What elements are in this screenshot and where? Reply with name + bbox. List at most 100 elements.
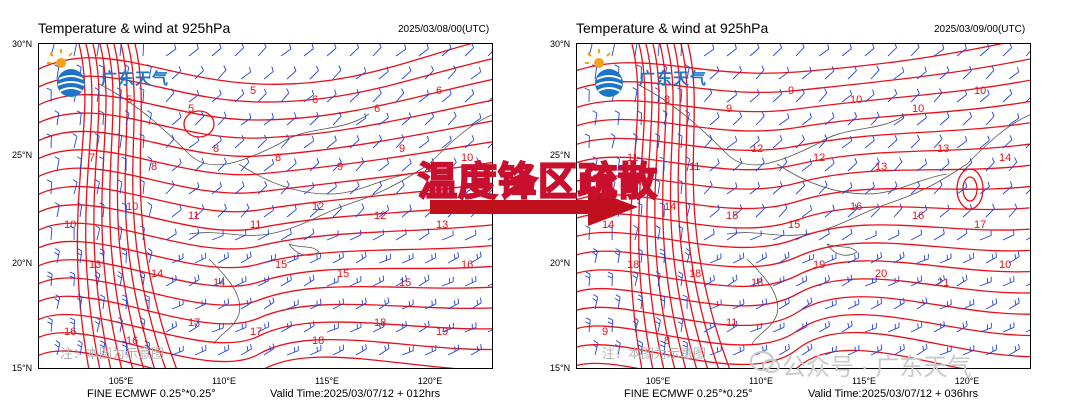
wind-barb [847, 204, 858, 218]
wind-barb [841, 274, 853, 287]
wind-barb [824, 158, 835, 172]
wind-barb [979, 322, 992, 333]
wind-barb [165, 134, 175, 149]
wind-barb [286, 345, 299, 356]
wind-barb [234, 44, 245, 57]
model-label: FINE ECMWF 0.25°*0.25° [87, 388, 216, 400]
wind-barb [47, 317, 53, 333]
wind-barb [887, 89, 898, 103]
lon-label-115: 115°E [852, 376, 876, 386]
wind-barb [847, 65, 857, 80]
wind-barb [257, 180, 268, 195]
wind-barb [47, 225, 53, 241]
wind-barb [211, 230, 224, 241]
wind-barb [841, 135, 853, 149]
wind-barb [1002, 229, 1015, 241]
wind-barb [637, 202, 643, 218]
wind-barb [709, 299, 722, 310]
wind-barb [585, 317, 591, 333]
wind-barb [326, 135, 337, 149]
wind-barb [211, 276, 224, 287]
wind-barb [979, 181, 990, 195]
wind-barb [654, 87, 660, 103]
wind-barb [355, 251, 367, 264]
contour-label: 10 [912, 103, 924, 115]
wind-barb [54, 110, 60, 126]
wind-barb [755, 65, 765, 80]
wind-barb [234, 89, 245, 103]
wind-barb [165, 274, 177, 287]
wind-barb [818, 134, 828, 149]
wind-barb [887, 44, 898, 57]
wind-barb [378, 297, 390, 310]
wind-barb [632, 271, 639, 287]
contour-label: 12 [813, 152, 825, 164]
contour-label: 14 [999, 152, 1011, 164]
wind-barb [939, 253, 952, 264]
wind-barb [332, 344, 345, 356]
wind-barb [395, 88, 405, 103]
wind-barb [956, 135, 968, 149]
wind-barb [217, 157, 227, 172]
wind-barb [309, 158, 320, 172]
wind-barb [76, 248, 83, 264]
wind-barb [916, 343, 928, 356]
wind-barb [424, 298, 437, 310]
wind-barb [303, 274, 315, 287]
isotherm [673, 44, 709, 368]
wind-barb [956, 182, 968, 195]
wind-barb [659, 294, 666, 310]
lat-label-25: 25°N [550, 150, 571, 160]
wind-barb [584, 87, 590, 103]
wind-barb [441, 322, 454, 333]
contour-label: 15 [337, 268, 349, 280]
wind-barb [585, 225, 591, 241]
wind-barb [372, 44, 382, 57]
wind-barb [778, 251, 790, 264]
wind-barb [144, 340, 150, 356]
isotherm [39, 350, 457, 368]
wind-barb [257, 229, 270, 241]
lon-label-120: 120°E [954, 376, 980, 386]
contour-label: 9 [399, 143, 405, 155]
wind-barb [841, 89, 853, 103]
contour-label: 13 [89, 259, 101, 271]
wind-barb [470, 66, 482, 80]
weather-map-left: 5555666788899101010111112121313141415151… [38, 43, 493, 369]
wind-barb [147, 110, 152, 126]
isotherm [629, 44, 643, 368]
wind-barb [632, 87, 638, 103]
wind-barb [655, 179, 661, 195]
wind-barb [194, 65, 204, 80]
lon-label-120: 120°E [417, 376, 443, 386]
wind-barb [985, 111, 995, 126]
wind-barb [749, 44, 760, 57]
wind-barb [447, 157, 457, 172]
wind-barb [217, 252, 229, 264]
wind-barb [349, 135, 360, 149]
wind-barb [703, 180, 713, 195]
wind-barb [1008, 66, 1020, 80]
wind-barb [211, 181, 222, 195]
wind-barb [910, 88, 920, 103]
wind-barb [795, 321, 808, 333]
wind-barb [864, 89, 875, 103]
wind-barb [864, 44, 875, 57]
wind-barb [985, 344, 998, 356]
wind-barb [418, 135, 430, 149]
wind-barb [171, 204, 182, 218]
coastline [826, 243, 858, 256]
wind-barb [95, 225, 101, 241]
wind-barb [962, 158, 973, 172]
wind-barb [234, 135, 245, 149]
contour-label: 9 [788, 85, 794, 97]
wind-barb [637, 340, 644, 356]
schematic-note: 注：本图为示意图 [602, 346, 707, 361]
wind-barb [634, 44, 638, 57]
wind-barb [98, 64, 104, 80]
wind-barb [956, 89, 968, 103]
isotherm [127, 44, 167, 368]
wind-barb [171, 112, 182, 126]
wind-barb [749, 230, 762, 241]
wind-barb [378, 158, 390, 172]
